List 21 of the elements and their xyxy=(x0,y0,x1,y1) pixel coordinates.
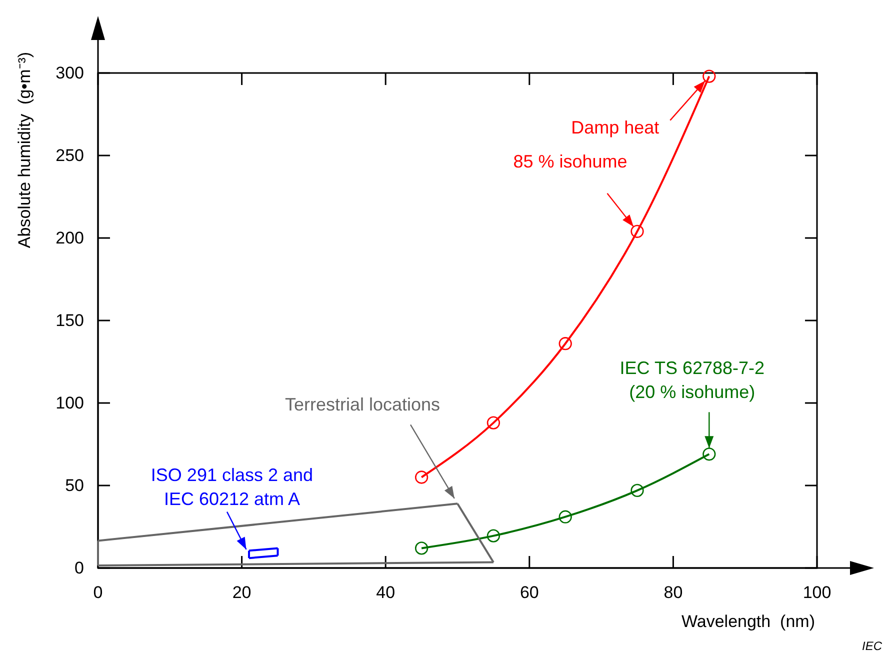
y-tick-label: 300 xyxy=(56,63,84,82)
y-tick-label: 200 xyxy=(56,228,84,248)
annotation: Damp heat xyxy=(571,117,660,138)
x-tick-label: 100 xyxy=(802,583,832,602)
x-tick-label: 40 xyxy=(376,583,396,602)
x-tick-label: 60 xyxy=(520,583,539,602)
y-tick-label: 50 xyxy=(65,476,84,495)
y-tick-label: 0 xyxy=(74,558,84,578)
annotation: 85 % isohume xyxy=(513,151,628,172)
x-tick-label: 80 xyxy=(664,583,683,602)
y-tick-label: 150 xyxy=(56,310,84,330)
x-axis-title: Wavelength (nm) xyxy=(681,612,815,631)
y-axis-title: Absolute humidity (g•m⁻³) xyxy=(15,52,34,248)
x-tick-label: 0 xyxy=(93,583,103,602)
y-tick-label: 100 xyxy=(56,393,84,412)
annotation: Terrestrial locations xyxy=(284,394,440,415)
text: IEC xyxy=(862,639,882,653)
y-tick-label: 250 xyxy=(56,146,84,165)
annotation: IEC TS 62788-7-2 (20 % isohume) xyxy=(620,358,765,402)
x-tick-label: 20 xyxy=(232,583,252,602)
annotation: ISO 291 class 2 and IEC 60212 atm A xyxy=(150,464,314,509)
